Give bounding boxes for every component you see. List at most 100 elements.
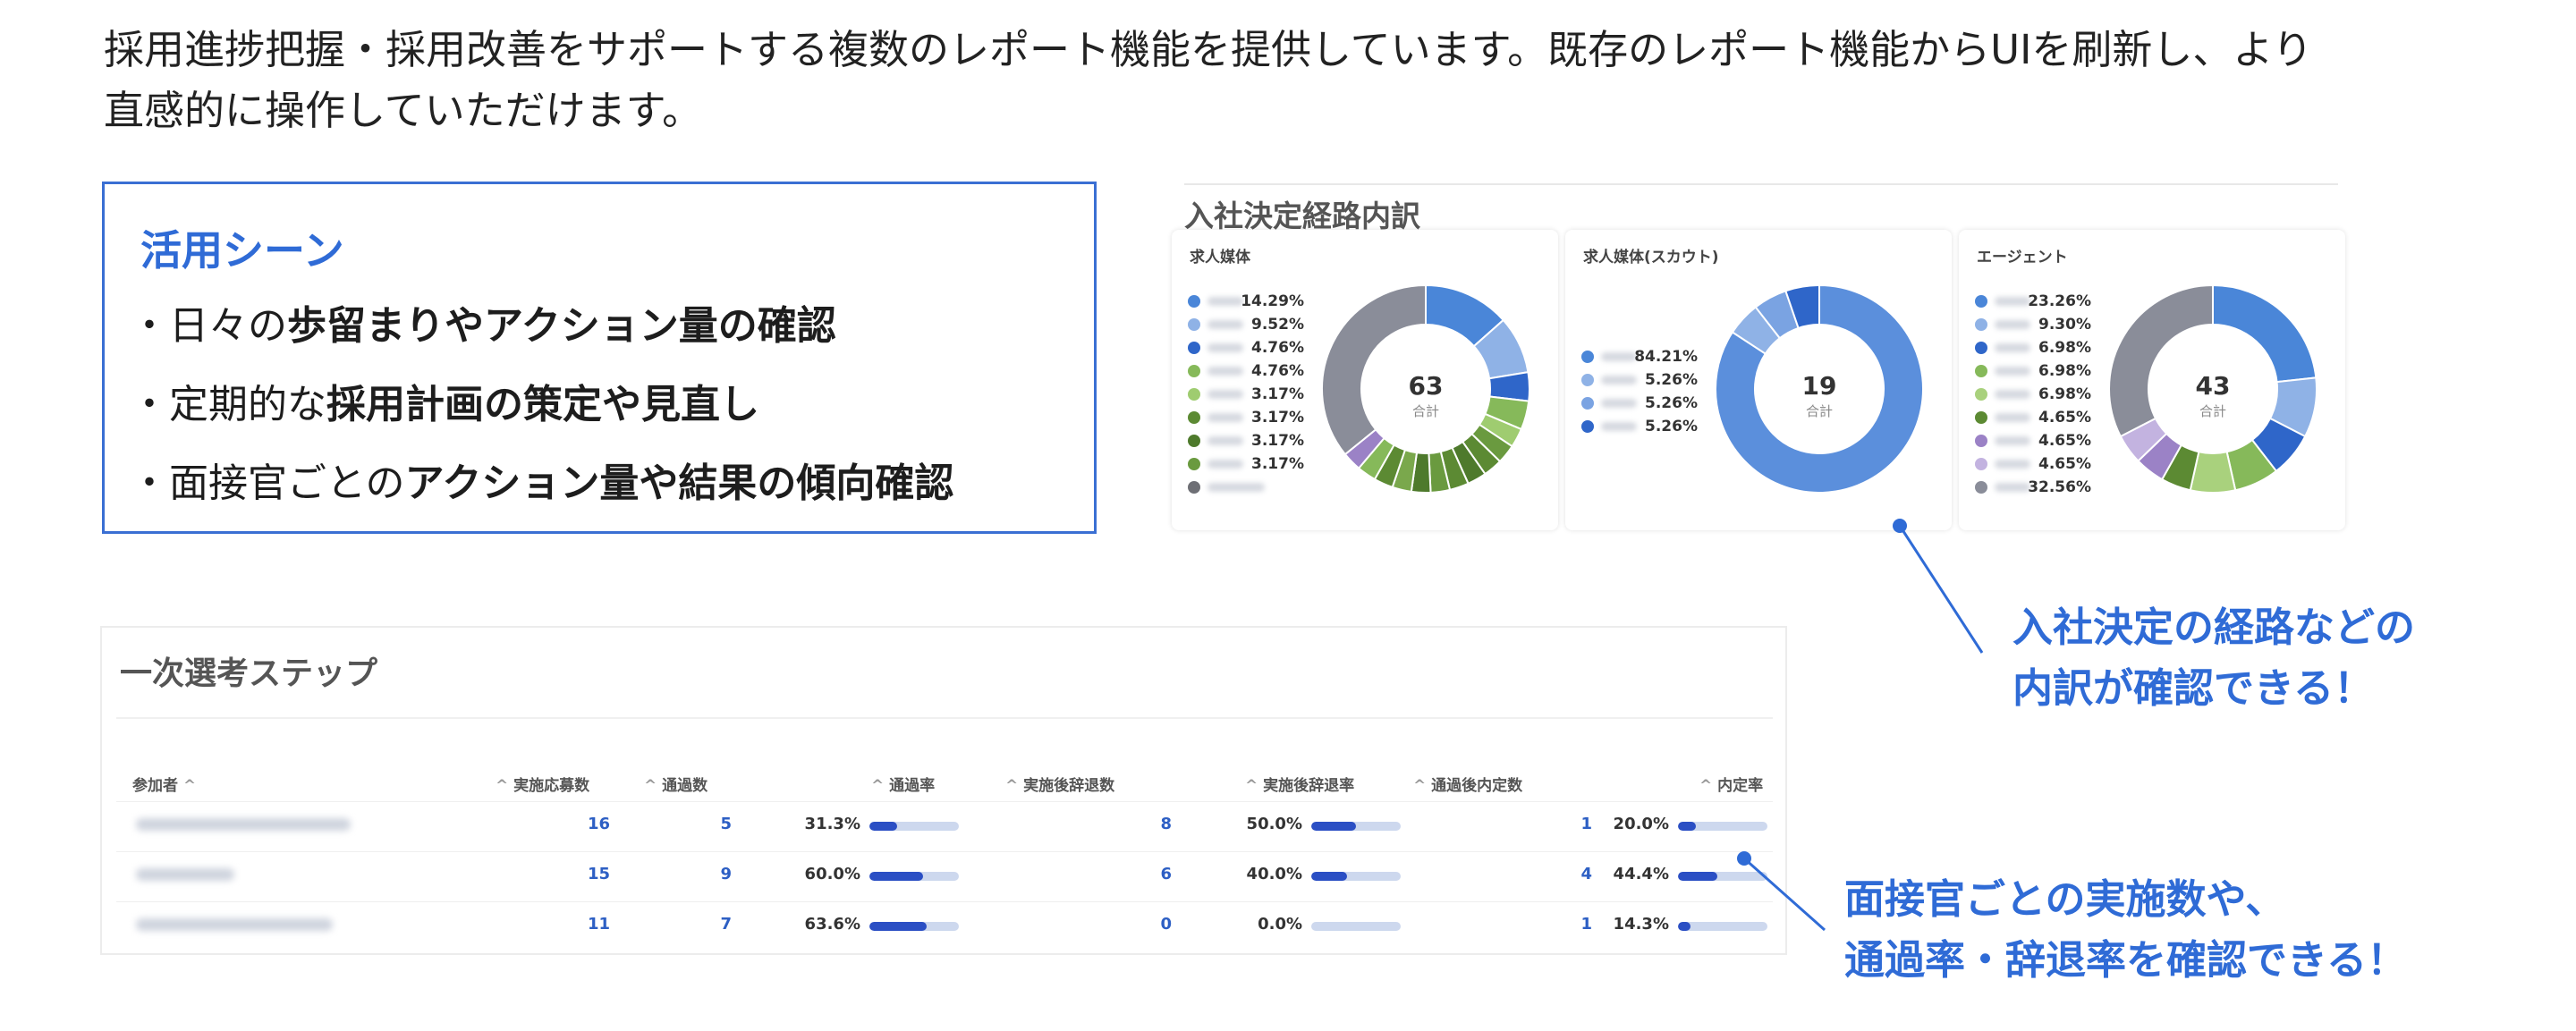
cell-conducted[interactable]: 15 (587, 865, 610, 883)
legend-entry: 4.76% (1188, 337, 1304, 360)
intro-text: 採用進捗把握・採用改善をサポートする複数のレポート機能を提供しています。既存のレ… (104, 20, 2501, 141)
legend-redacted-label (1208, 436, 1243, 445)
cell-decline-rate: 40.0% (1246, 865, 1302, 883)
cell-offers[interactable]: 1 (1580, 815, 1592, 833)
column-header-offers[interactable]: ^ 通過後内定数 (1413, 777, 1523, 795)
offer-rate-bar-fill (1678, 822, 1696, 831)
legend-entry: 5.26% (1581, 393, 1698, 416)
cell-decline-rate: 50.0% (1246, 815, 1302, 833)
legend-percent: 5.26% (1645, 371, 1698, 389)
donut-legend: 23.26% 9.30% 6.98% 6.98% 6.98% 4.65% 4.65% 4.65… (1975, 291, 2091, 500)
donut-slice[interactable] (2108, 283, 2214, 438)
legend-percent: 5.26% (1645, 418, 1698, 435)
column-header-pass-rate[interactable]: ^ 通過率 (871, 777, 936, 795)
table-row[interactable]: 15 9 60.0% 6 40.0% 4 44.4% (116, 851, 1773, 899)
legend-percent: 3.17% (1251, 455, 1304, 473)
cell-passed[interactable]: 9 (720, 865, 732, 883)
legend-redacted-label (1995, 413, 2030, 422)
legend-entry: 3.17% (1188, 407, 1304, 430)
donut-slice[interactable] (1715, 283, 1924, 494)
donut-slice[interactable] (1784, 283, 1820, 330)
donut-chart: 43 合計 (2108, 283, 2318, 494)
donut-total: 43 (2196, 371, 2231, 401)
cell-declined[interactable]: 8 (1160, 815, 1172, 833)
use-case-title: 活用シーン (140, 226, 344, 275)
cell-offers[interactable]: 1 (1580, 915, 1592, 934)
cell-pass-rate: 63.6% (804, 915, 860, 934)
use-case-item-emphasis: 採用計画の策定や見直し (326, 382, 759, 427)
donut-callout: 入社決定の経路などの 内訳が確認できる！ (2012, 597, 2415, 719)
participant-redacted-name (136, 868, 234, 881)
cell-passed[interactable]: 7 (720, 915, 732, 934)
legend-redacted-label (1208, 367, 1243, 376)
legend-swatch (1188, 295, 1200, 308)
legend-entry: 14.29% (1188, 291, 1304, 314)
legend-redacted-label (1995, 436, 2030, 445)
legend-swatch (1188, 458, 1200, 470)
legend-redacted-label (1208, 483, 1265, 492)
donut-legend: 14.29% 9.52% 4.76% 4.76% 3.17% 3.17% 3.17% 3.17… (1188, 291, 1304, 500)
legend-entry: 4.65% (1975, 407, 2091, 430)
cell-passed[interactable]: 5 (720, 815, 732, 833)
donut-card-job-media: 求人媒体 14.29% 9.52% 4.76% 4.76% 3.17% 3.17% 3.17… (1172, 230, 1558, 530)
donut-slice[interactable] (1321, 283, 1427, 456)
donut-leader-dot (1893, 519, 1907, 533)
legend-swatch (1188, 388, 1200, 401)
table-callout-line-1: 面接官ごとの実施数や、 (1844, 875, 2286, 923)
legend-entry: 32.56% (1975, 477, 2091, 500)
legend-swatch (1581, 374, 1594, 386)
donut-legend: 84.21% 5.26% 5.26% 5.26% (1581, 346, 1698, 439)
legend-redacted-label (1208, 390, 1243, 399)
legend-redacted-label (1208, 460, 1243, 469)
column-header-declined[interactable]: ^ 実施後辞退数 (1005, 777, 1115, 795)
donut-total-label: 合計 (1806, 403, 1833, 419)
donut-total: 19 (1802, 371, 1837, 401)
panel-divider (1184, 183, 2338, 185)
cell-offers[interactable]: 4 (1580, 865, 1592, 883)
column-header-passed[interactable]: ^ 通過数 (644, 777, 708, 795)
legend-percent: 23.26% (2028, 292, 2091, 310)
legend-swatch (1975, 458, 1987, 470)
pass-rate-bar-fill (869, 922, 927, 931)
legend-swatch (1975, 435, 1987, 447)
hire-route-title: 入社決定経路内訳 (1184, 199, 1420, 233)
donut-card-scout: 求人媒体(スカウト) 84.21% 5.26% 5.26% 5.26% 19 合計 (1565, 230, 1952, 530)
legend-percent: 4.76% (1251, 339, 1304, 357)
cell-conducted[interactable]: 16 (587, 815, 610, 833)
legend-percent: 6.98% (2038, 339, 2091, 357)
cell-conducted[interactable]: 11 (587, 915, 610, 934)
participant-redacted-name (136, 818, 351, 831)
first-screening-panel: 一次選考ステップ 参加者 ^ ^ 実施応募数 ^ 通過数 ^ 通過率 ^ 実施後… (100, 626, 1787, 955)
legend-redacted-label (1208, 343, 1243, 352)
pass-rate-bar (869, 922, 959, 931)
table-row[interactable]: 11 7 63.6% 0 0.0% 1 14.3% (116, 901, 1773, 949)
legend-redacted-label (1995, 460, 2030, 469)
legend-redacted-label (1995, 320, 2030, 329)
column-header-participant[interactable]: 参加者 ^ (132, 777, 197, 795)
legend-redacted-label (1208, 297, 1243, 306)
legend-swatch (1975, 365, 1987, 377)
column-header-offer-rate[interactable]: ^ 内定率 (1699, 777, 1764, 795)
table-callout: 面接官ごとの実施数や、 通過率・辞退率を確認できる！ (1844, 869, 2407, 991)
cell-pass-rate: 60.0% (804, 865, 860, 883)
column-header-conducted[interactable]: ^ 実施応募数 (496, 777, 590, 795)
cell-declined[interactable]: 6 (1160, 865, 1172, 883)
table-row[interactable]: 16 5 31.3% 8 50.0% 1 20.0% (116, 801, 1773, 849)
cell-declined[interactable]: 0 (1160, 915, 1172, 934)
participant-redacted-name (136, 918, 333, 931)
legend-swatch (1188, 481, 1200, 494)
decline-rate-bar (1311, 872, 1401, 881)
pass-rate-bar (869, 822, 959, 831)
legend-entry: 6.98% (1975, 384, 2091, 407)
column-header-decline-rate[interactable]: ^ 実施後辞退率 (1245, 777, 1355, 795)
cell-decline-rate: 0.0% (1258, 915, 1302, 934)
legend-swatch (1581, 397, 1594, 410)
offer-rate-bar (1678, 872, 1767, 881)
legend-redacted-label (1995, 367, 2030, 376)
use-case-item-emphasis: 歩留まりやアクション量の確認 (287, 303, 836, 349)
legend-swatch (1975, 295, 1987, 308)
offer-rate-bar (1678, 822, 1767, 831)
use-case-item-prefix: ・面接官ごとの (130, 461, 405, 506)
legend-percent: 4.65% (2038, 432, 2091, 450)
